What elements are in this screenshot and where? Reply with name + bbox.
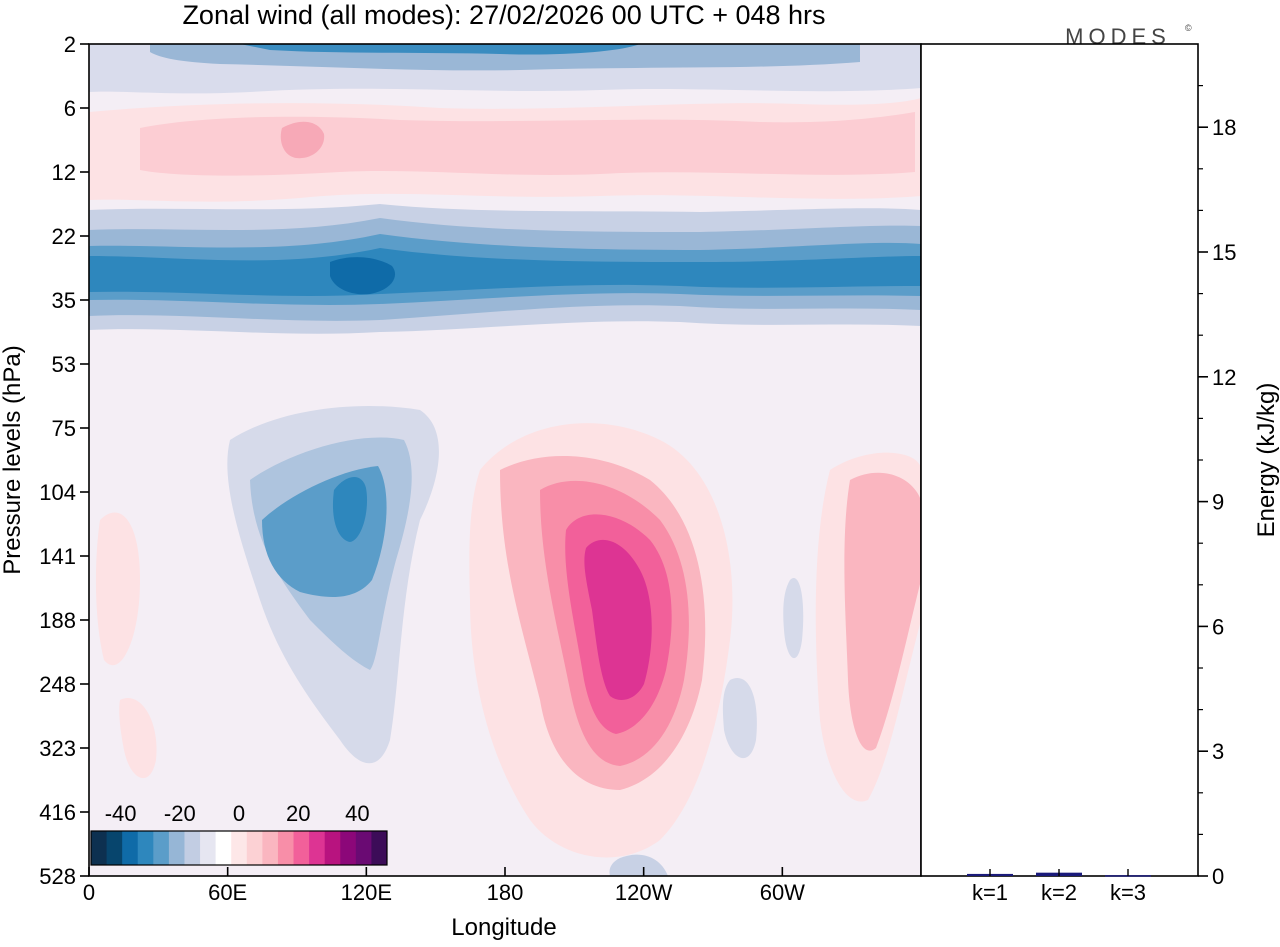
colorbar-label: 0 [233, 801, 245, 826]
colorbar-swatch [277, 831, 295, 865]
chart-title: Zonal wind (all modes): 27/02/2026 00 UT… [182, 0, 825, 30]
patch-weak-westerly-1 [95, 512, 140, 666]
band-easterly-jet-core [89, 248, 921, 296]
y-tick-label: 528 [39, 864, 76, 889]
energy-axis-label: Energy (kJ/kg) [1253, 383, 1280, 538]
colorbar-swatch [168, 831, 185, 865]
colorbar-swatch [309, 831, 326, 865]
y-axis-label: Pressure levels (hPa) [0, 345, 26, 574]
x-tick-label: 60E [208, 880, 247, 905]
colorbar-swatch [153, 831, 170, 865]
colorbar-swatch [262, 831, 279, 865]
patch-weak-easterly-3 [609, 854, 668, 876]
y-tick-label: 416 [39, 800, 76, 825]
colorbar-swatch [137, 831, 154, 865]
x-axis-label: Longitude [451, 914, 556, 941]
band-pacific-westerly-core [584, 539, 652, 700]
colorbar-swatch [246, 831, 263, 865]
colorbar-swatch [371, 831, 388, 865]
band-top-easterly-center [240, 44, 640, 55]
energy-tick-label: 9 [1212, 490, 1224, 515]
y-tick-label: 104 [39, 480, 76, 505]
y-tick-label: 75 [52, 416, 76, 441]
colorbar-swatch [184, 831, 201, 865]
patch-weak-easterly-1 [722, 678, 757, 759]
energy-tick-label: 6 [1212, 614, 1224, 639]
colorbar-label: -20 [164, 801, 196, 826]
y-axis-energy: 0 3 6 9 12 15 18 [1198, 84, 1236, 889]
colorbar-label: 40 [345, 801, 369, 826]
band-atlantic-westerly-core [844, 472, 921, 751]
energy-tick-label: 12 [1212, 365, 1236, 390]
x-axis-longitude: 0 60E 120E 180 120W 60W [83, 867, 805, 905]
y-tick-label: 2 [64, 32, 76, 57]
y-tick-label: 141 [39, 544, 76, 569]
colorbar-label: 20 [286, 801, 310, 826]
colorbar-swatch [293, 831, 310, 865]
y-tick-label: 12 [52, 160, 76, 185]
x-tick-label: 0 [83, 880, 95, 905]
colorbar-swatch [106, 831, 123, 865]
colorbar-swatch [200, 831, 217, 865]
y-tick-label: 22 [52, 224, 76, 249]
energy-bars: k=1 k=2 k=3 [967, 869, 1151, 905]
y-tick-label: 188 [39, 608, 76, 633]
energy-tick-label: 3 [1212, 739, 1224, 764]
colorbar-swatch [324, 831, 341, 865]
x-tick-label: 60W [760, 880, 805, 905]
colorbar-swatch [355, 831, 372, 865]
band-upper-westerly-center [280, 121, 325, 159]
colorbar-frame [90, 830, 388, 866]
patch-weak-easterly-2 [783, 578, 804, 659]
patch-weak-westerly-2 [119, 698, 157, 779]
y-tick-label: 53 [52, 352, 76, 377]
colorbar: -40 -20 0 20 40 [90, 801, 388, 866]
x-tick-label: 120E [341, 880, 392, 905]
band-asian-easterly-core [332, 476, 368, 542]
energy-tick-label: 15 [1212, 240, 1236, 265]
x-tick-label: 120W [615, 880, 673, 905]
y-axis-pressure: 2 6 12 22 35 53 75 104 141 188 248 323 416 528 [39, 32, 89, 889]
y-tick-label: 35 [52, 288, 76, 313]
colorbar-swatch [340, 831, 357, 865]
energy-category-label: k=3 [1110, 880, 1146, 905]
colorbar-swatch [231, 831, 248, 865]
energy-tick-label: 0 [1212, 864, 1224, 889]
x-tick-label: 180 [487, 880, 524, 905]
colorbar-swatch [91, 831, 108, 865]
colorbar-swatch [122, 831, 139, 865]
energy-panel-frame [920, 43, 1199, 877]
y-tick-label: 6 [64, 96, 76, 121]
band-easterly-jet-center [330, 257, 396, 295]
energy-tick-label: 18 [1212, 115, 1236, 140]
heatmap-area [89, 44, 921, 876]
band-upper-westerly-core [140, 112, 915, 176]
y-tick-label: 248 [39, 672, 76, 697]
energy-category-label: k=2 [1041, 880, 1077, 905]
energy-category-label: k=1 [972, 880, 1008, 905]
colorbar-swatch [215, 831, 232, 865]
y-tick-label: 323 [39, 736, 76, 761]
brand-copyright: © [1185, 23, 1192, 33]
colorbar-label: -40 [105, 801, 137, 826]
